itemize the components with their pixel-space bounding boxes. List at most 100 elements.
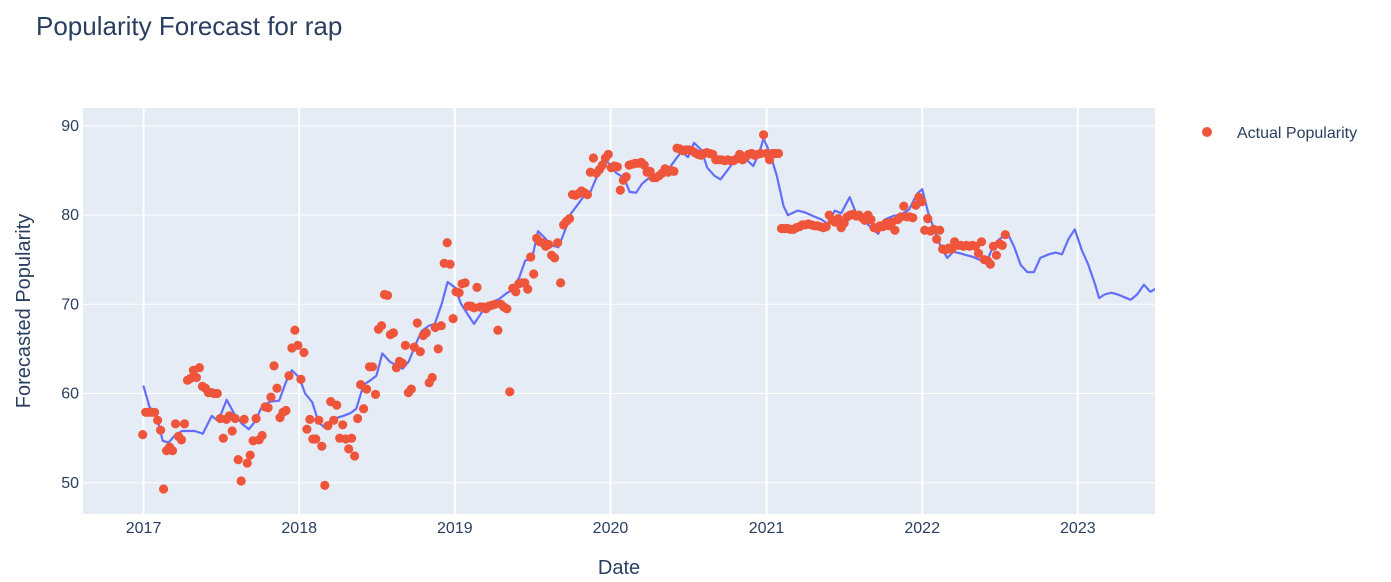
actual-popularity-point[interactable]: [436, 321, 446, 331]
actual-popularity-point[interactable]: [299, 347, 309, 358]
actual-popularity-point[interactable]: [890, 225, 900, 235]
actual-popularity-point[interactable]: [388, 328, 398, 338]
actual-popularity-point[interactable]: [991, 250, 1002, 260]
actual-popularity-point[interactable]: [997, 240, 1007, 250]
actual-popularity-point[interactable]: [284, 371, 294, 381]
actual-popularity-point[interactable]: [176, 435, 187, 445]
actual-popularity-point[interactable]: [227, 426, 237, 436]
actual-popularity-point[interactable]: [472, 282, 482, 292]
actual-popularity-point[interactable]: [556, 278, 566, 288]
actual-popularity-point[interactable]: [362, 384, 372, 394]
actual-popularity-point[interactable]: [338, 420, 348, 430]
actual-popularity-point[interactable]: [344, 444, 354, 454]
actual-popularity-point[interactable]: [433, 344, 443, 354]
actual-popularity-point[interactable]: [511, 287, 521, 297]
actual-popularity-point[interactable]: [382, 290, 393, 300]
actual-popularity-point[interactable]: [550, 253, 560, 263]
actual-popularity-point[interactable]: [350, 451, 360, 461]
actual-popularity-point[interactable]: [239, 414, 249, 424]
actual-popularity-point[interactable]: [266, 392, 276, 402]
actual-popularity-series[interactable]: [138, 130, 1010, 494]
actual-popularity-point[interactable]: [150, 407, 160, 417]
actual-popularity-point[interactable]: [526, 252, 536, 262]
actual-popularity-point[interactable]: [320, 480, 330, 490]
actual-popularity-point[interactable]: [615, 185, 625, 195]
actual-popularity-point[interactable]: [454, 288, 464, 298]
actual-popularity-point[interactable]: [406, 384, 416, 394]
actual-popularity-point[interactable]: [281, 405, 291, 416]
actual-popularity-point[interactable]: [621, 172, 631, 182]
actual-popularity-point[interactable]: [612, 162, 622, 172]
actual-popularity-point[interactable]: [153, 415, 163, 425]
actual-popularity-point[interactable]: [544, 239, 554, 250]
actual-popularity-point[interactable]: [908, 213, 918, 223]
actual-popularity-point[interactable]: [305, 414, 315, 424]
actual-popularity-point[interactable]: [242, 458, 252, 468]
actual-popularity-point[interactable]: [156, 425, 166, 435]
actual-popularity-point[interactable]: [923, 214, 933, 224]
actual-popularity-point[interactable]: [236, 476, 246, 486]
actual-popularity-point[interactable]: [505, 387, 515, 397]
actual-popularity-point[interactable]: [317, 441, 327, 451]
actual-popularity-point[interactable]: [421, 328, 431, 338]
actual-popularity-point[interactable]: [493, 325, 503, 335]
actual-popularity-point[interactable]: [821, 222, 831, 232]
actual-popularity-point[interactable]: [1000, 230, 1010, 240]
actual-popularity-point[interactable]: [179, 419, 190, 429]
actual-popularity-point[interactable]: [251, 413, 261, 424]
actual-popularity-point[interactable]: [257, 430, 267, 441]
actual-popularity-point[interactable]: [935, 225, 945, 235]
actual-popularity-point[interactable]: [564, 214, 575, 224]
actual-popularity-point[interactable]: [917, 197, 927, 207]
actual-popularity-point[interactable]: [332, 400, 342, 410]
actual-popularity-point[interactable]: [263, 403, 273, 413]
actual-popularity-point[interactable]: [400, 340, 410, 350]
actual-popularity-point[interactable]: [311, 434, 321, 444]
actual-popularity-point[interactable]: [230, 413, 240, 424]
actual-popularity-point[interactable]: [976, 237, 987, 247]
actual-popularity-point[interactable]: [376, 321, 387, 331]
actual-popularity-point[interactable]: [415, 347, 425, 357]
actual-popularity-point[interactable]: [293, 340, 303, 350]
actual-popularity-point[interactable]: [302, 424, 312, 434]
actual-popularity-point[interactable]: [370, 389, 381, 399]
actual-popularity-point[interactable]: [448, 314, 458, 324]
actual-popularity-point[interactable]: [296, 374, 306, 384]
actual-popularity-point[interactable]: [932, 234, 942, 244]
actual-popularity-point[interactable]: [272, 383, 282, 393]
actual-popularity-point[interactable]: [603, 149, 613, 159]
actual-popularity-point[interactable]: [367, 362, 378, 372]
actual-popularity-point[interactable]: [523, 284, 533, 294]
actual-popularity-point[interactable]: [397, 358, 407, 368]
actual-popularity-point[interactable]: [773, 148, 784, 159]
actual-popularity-point[interactable]: [427, 372, 437, 383]
actual-popularity-point[interactable]: [639, 160, 649, 170]
actual-popularity-point[interactable]: [218, 433, 228, 443]
legend[interactable]: Actual Popularity: [1202, 125, 1357, 142]
actual-popularity-point[interactable]: [159, 484, 169, 494]
actual-popularity-point[interactable]: [985, 259, 996, 269]
actual-popularity-point[interactable]: [553, 238, 563, 248]
actual-popularity-point[interactable]: [759, 130, 769, 140]
actual-popularity-point[interactable]: [170, 419, 181, 429]
actual-popularity-point[interactable]: [582, 190, 593, 200]
actual-popularity-point[interactable]: [194, 363, 204, 373]
actual-popularity-point[interactable]: [529, 269, 539, 279]
actual-popularity-point[interactable]: [212, 388, 222, 399]
actual-popularity-point[interactable]: [323, 421, 333, 431]
actual-popularity-point[interactable]: [167, 446, 178, 456]
actual-popularity-point[interactable]: [973, 248, 984, 258]
actual-popularity-point[interactable]: [138, 430, 148, 440]
actual-popularity-point[interactable]: [445, 259, 455, 269]
actual-popularity-point[interactable]: [412, 318, 422, 328]
actual-popularity-point[interactable]: [597, 160, 608, 170]
actual-popularity-point[interactable]: [669, 166, 679, 176]
actual-popularity-point[interactable]: [460, 278, 470, 288]
actual-popularity-point[interactable]: [269, 361, 279, 371]
actual-popularity-point[interactable]: [866, 214, 876, 225]
actual-popularity-point[interactable]: [502, 304, 512, 314]
actual-popularity-point[interactable]: [353, 413, 363, 424]
actual-popularity-point[interactable]: [899, 201, 909, 211]
actual-popularity-point[interactable]: [290, 325, 300, 335]
actual-popularity-point[interactable]: [359, 404, 369, 414]
